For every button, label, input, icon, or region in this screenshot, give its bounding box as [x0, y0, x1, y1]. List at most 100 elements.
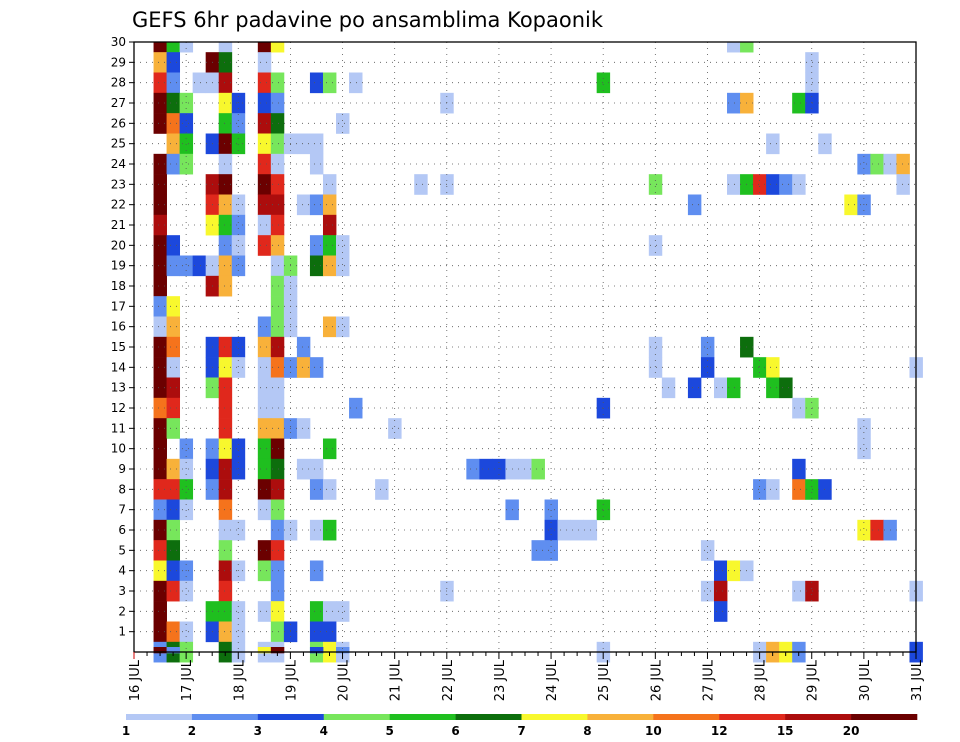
colorbar-legend: 1 2 3 4 5 6 7 8 10 12 15 20: [122, 714, 918, 738]
heatmap-cell: [218, 479, 233, 500]
heatmap-cell: [753, 174, 767, 195]
heatmap-cell: [270, 580, 285, 602]
heatmap-cell: [231, 438, 246, 460]
y-tick-label: 9: [118, 462, 126, 476]
y-tick-label: 10: [111, 442, 126, 456]
heatmap-cell: [270, 621, 285, 643]
colorbar-swatch: [521, 714, 588, 720]
heatmap-cell: [687, 377, 702, 399]
heatmap-cell: [270, 275, 285, 297]
heatmap-cell: [166, 316, 181, 338]
heatmap-cell: [349, 397, 363, 419]
heatmap-cell: [257, 113, 272, 134]
colorbar-swatch: [126, 714, 193, 720]
heatmap-cell: [766, 174, 780, 195]
heatmap-cell: [166, 418, 181, 439]
heatmap-cell: [479, 458, 493, 480]
heatmap-cell: [518, 458, 532, 480]
heatmap-cell: [792, 479, 806, 500]
y-tick-label: 30: [111, 35, 126, 49]
heatmap-cell: [336, 647, 350, 654]
y-tick-label: 15: [111, 340, 126, 354]
x-tick-label: 18 JUL: [232, 659, 247, 701]
heatmap-cell: [218, 336, 233, 358]
heatmap-cell: [257, 479, 272, 500]
heatmap-cell: [257, 42, 272, 53]
y-tick-label: 20: [111, 238, 126, 252]
heatmap-cell: [296, 357, 311, 378]
heatmap-cell: [153, 438, 167, 460]
heatmap-cell: [179, 133, 194, 155]
heatmap-cell: [270, 296, 285, 317]
heatmap-cell: [296, 336, 311, 358]
heatmap-cell: [727, 42, 741, 53]
heatmap-cell: [231, 519, 246, 541]
heatmap-cell: [544, 540, 558, 561]
heatmap-cell: [166, 92, 181, 114]
heatmap-cell: [792, 174, 806, 195]
heatmap-cell: [713, 377, 728, 399]
y-tick-label: 13: [111, 381, 126, 395]
heatmap-cell: [153, 92, 167, 114]
heatmap-cell: [309, 153, 324, 175]
heatmap-cell: [166, 153, 181, 175]
heatmap-cell: [388, 418, 402, 439]
heatmap-cell: [153, 42, 167, 53]
heatmap-cell: [270, 255, 285, 277]
heatmap-cell: [309, 235, 324, 256]
x-tick-label: 30 JUL: [858, 659, 873, 701]
heatmap-cell: [270, 499, 285, 521]
colorbar-swatch: [785, 714, 852, 720]
heatmap-cell: [218, 418, 233, 439]
heatmap-cell: [870, 153, 884, 175]
heatmap-cell: [166, 621, 181, 643]
heatmap-cell: [322, 316, 337, 338]
heatmap-cell: [218, 357, 233, 378]
heatmap-cell: [166, 377, 181, 399]
y-tick-label: 24: [111, 157, 126, 171]
x-tick-label: 28 JUL: [754, 659, 769, 701]
heatmap-cell: [270, 647, 285, 654]
heatmap-cell: [257, 377, 272, 399]
y-tick-label: 21: [111, 218, 126, 232]
heatmap-cell: [896, 174, 910, 195]
heatmap-cell: [270, 133, 285, 155]
heatmap-cell: [153, 519, 167, 541]
heatmap-cell: [544, 499, 558, 521]
heatmap-cell: [257, 153, 272, 175]
heatmap-cell: [166, 479, 181, 500]
x-tick-label: 23 JUL: [493, 659, 508, 701]
heatmap-cell: [322, 235, 337, 256]
heatmap-cell: [296, 458, 311, 480]
heatmap-cell: [153, 621, 167, 643]
heatmap-cell: [687, 194, 702, 216]
y-tick-label: 29: [111, 55, 126, 69]
colorbar-label: 15: [777, 724, 794, 738]
heatmap-cell: [270, 479, 285, 500]
heatmap-cell: [192, 255, 207, 277]
heatmap-cell: [218, 601, 233, 622]
heatmap-cell: [270, 438, 285, 460]
heatmap-cell: [270, 42, 285, 53]
heatmap-cell: [153, 580, 167, 602]
heatmap-cell: [753, 479, 767, 500]
heatmap-cell: [257, 235, 272, 256]
heatmap-cell: [270, 377, 285, 399]
heatmap-cell: [270, 540, 285, 561]
heatmap-cell: [153, 316, 167, 338]
colorbar-label: 3: [254, 724, 262, 738]
heatmap-cell: [153, 336, 167, 358]
colorbar-swatch: [323, 714, 390, 720]
heatmap-cell: [218, 194, 233, 216]
heatmap-cell: [322, 255, 337, 277]
heatmap-cell: [648, 336, 663, 358]
heatmap-cell: [322, 479, 337, 500]
colorbar-swatch: [257, 714, 325, 720]
heatmap-cell: [179, 499, 194, 521]
heatmap-cell: [153, 275, 167, 297]
heatmap-cell: [166, 580, 181, 602]
heatmap-cell: [648, 357, 663, 378]
heatmap-cell: [322, 72, 337, 94]
heatmap-cell: [727, 174, 741, 195]
heatmap-cell: [270, 397, 285, 419]
